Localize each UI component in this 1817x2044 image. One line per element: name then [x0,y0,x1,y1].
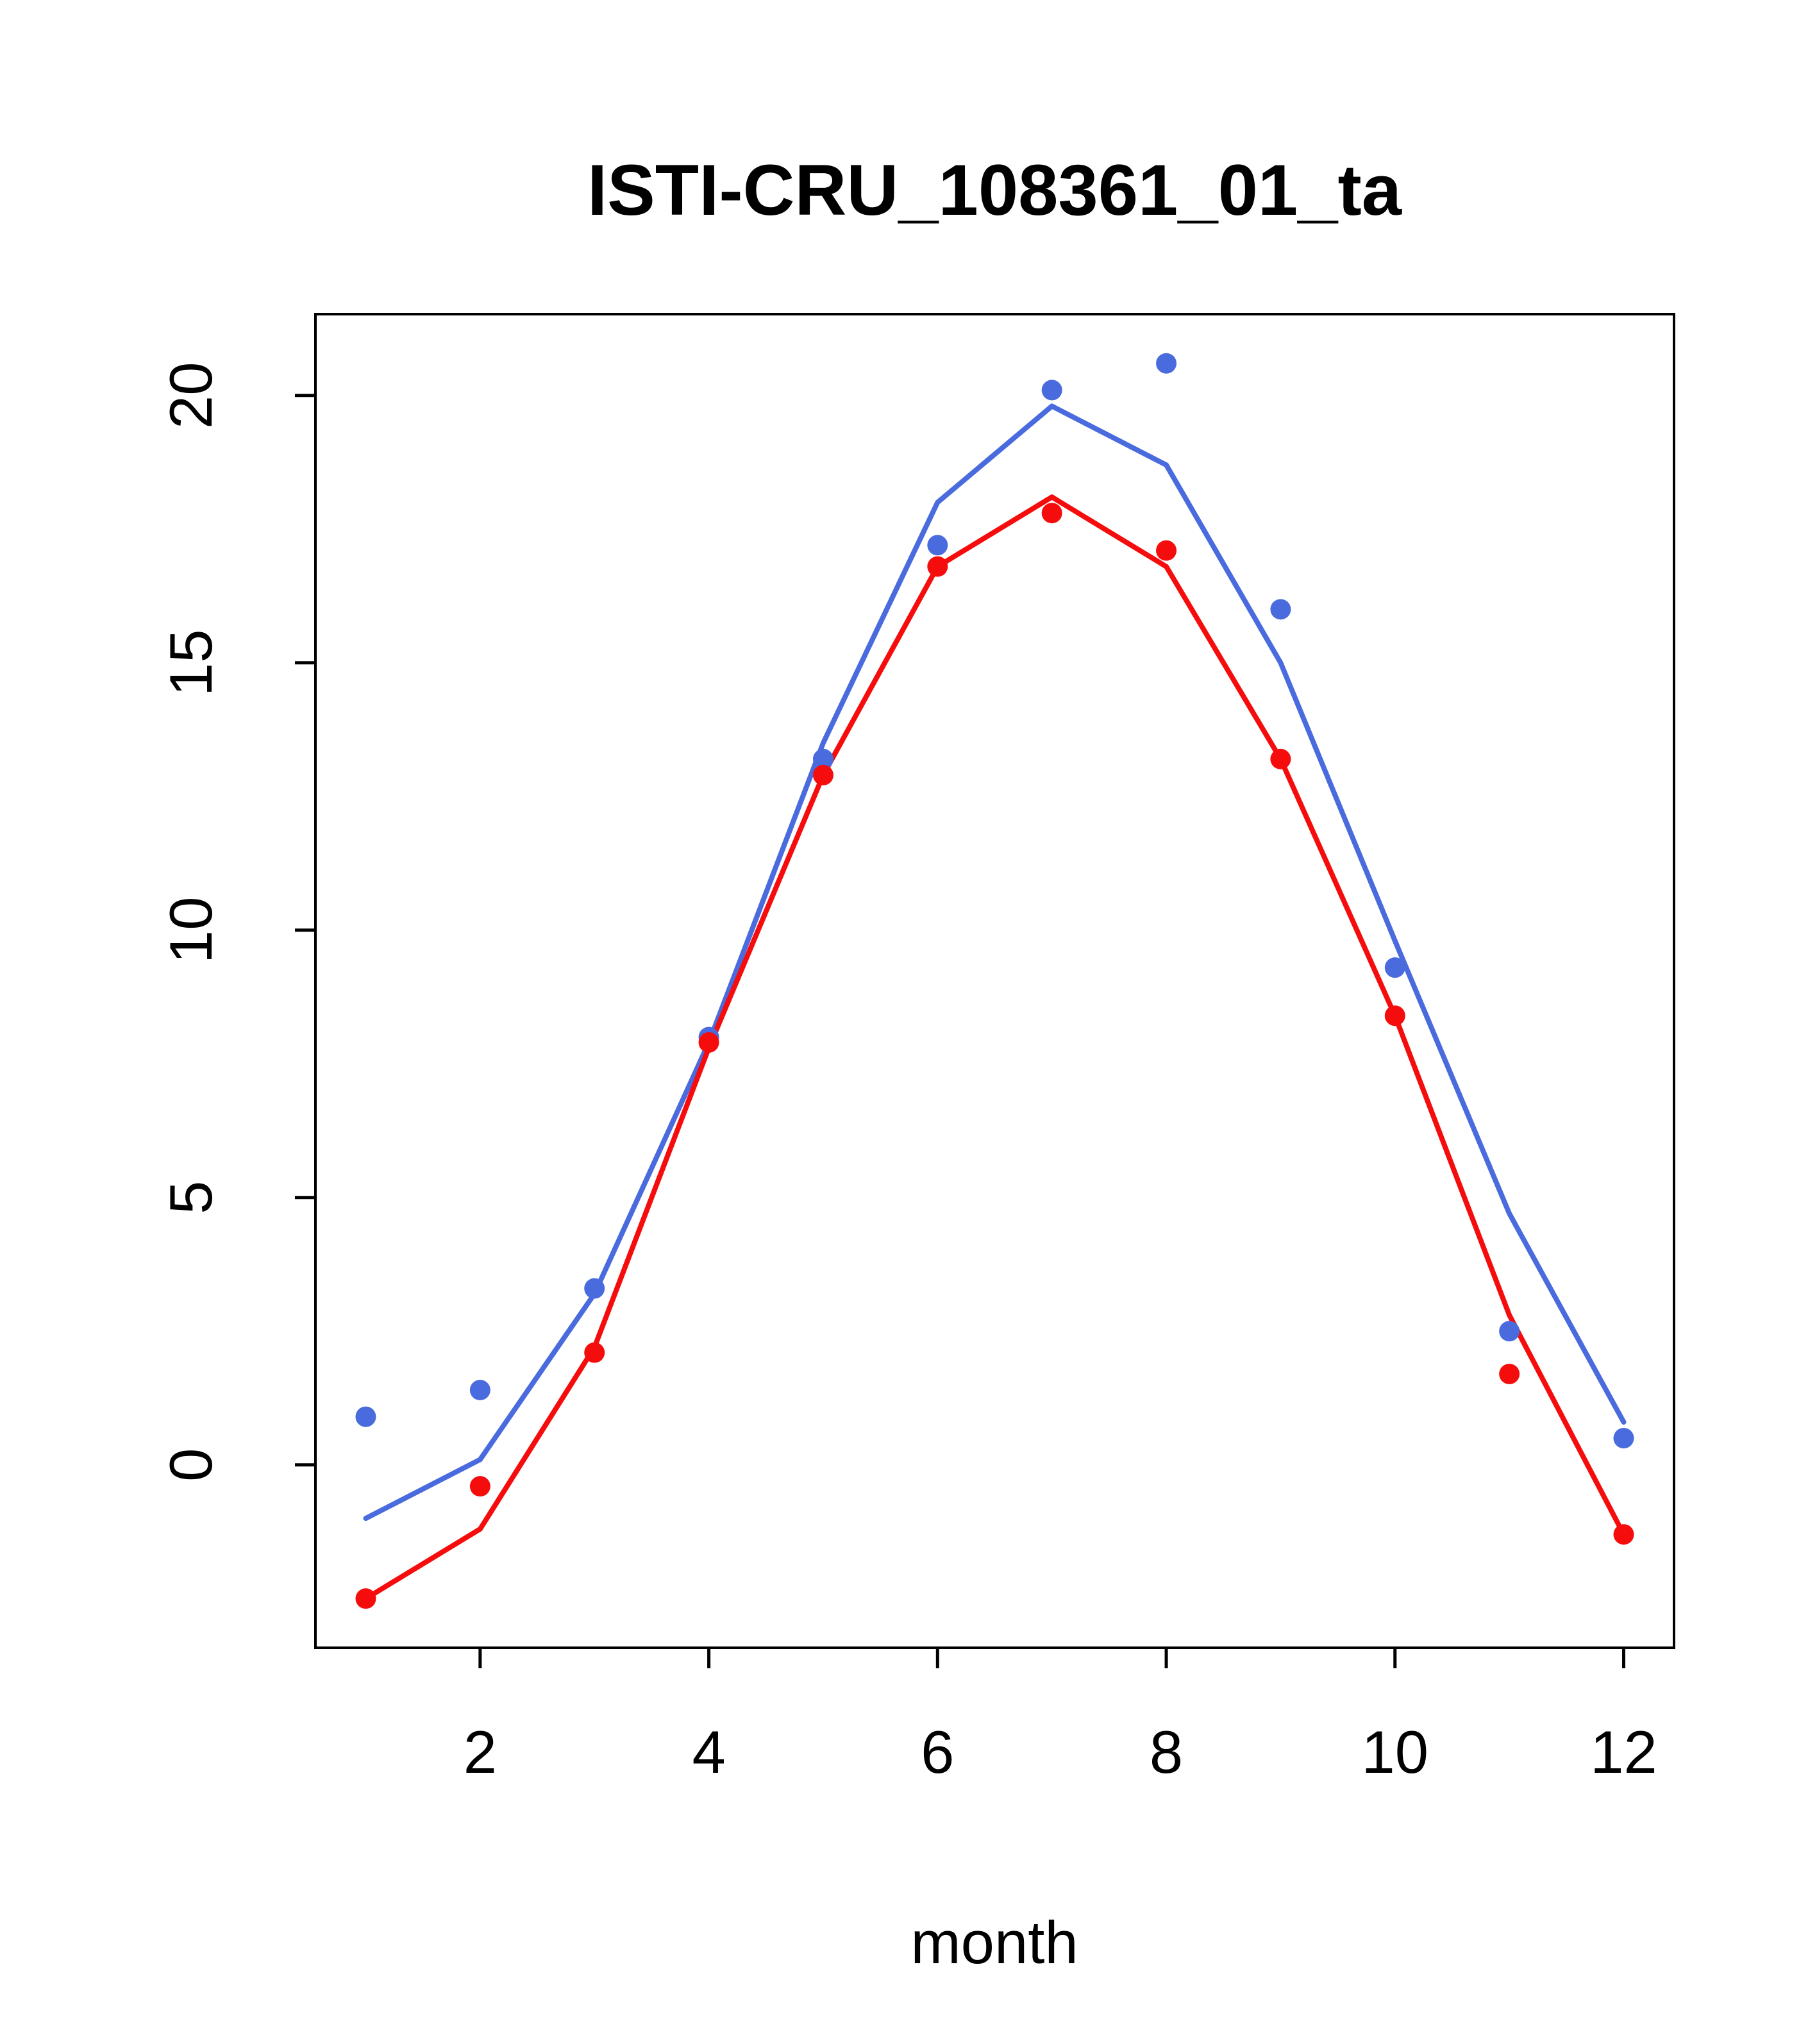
data-point-red-points [927,556,948,577]
data-point-blue-points [355,1406,376,1427]
x-tick-label: 12 [1590,1718,1657,1786]
axes-layer: 2 4 6 8 10 12 0 5 10 15 20 [157,362,1657,1786]
y-tick-label: 15 [157,629,224,696]
data-point-red-points [1270,748,1291,769]
data-point-blue-points [1156,353,1177,374]
data-point-red-points [1156,540,1177,561]
data-point-blue-points [927,535,948,556]
x-tick-label: 6 [921,1718,954,1786]
data-point-red-points [1041,503,1062,524]
data-point-blue-points [1499,1321,1520,1342]
data-point-red-points [698,1032,719,1053]
x-tick-label: 4 [692,1718,725,1786]
data-point-red-points [469,1476,490,1497]
data-point-red-points [1384,1005,1405,1026]
data-point-blue-points [469,1380,490,1401]
plot-border [314,313,1675,1649]
x-axis-label: month [910,1909,1078,1976]
data-point-red-points [1613,1524,1634,1545]
data-point-blue-points [1384,957,1405,978]
x-tick-label: 8 [1150,1718,1183,1786]
data-point-red-points [584,1342,605,1363]
data-point-blue-points [1041,380,1062,401]
y-tick-label: 20 [157,362,224,429]
data-point-blue-points [1270,599,1291,620]
series-layer [355,353,1634,1609]
y-tick-label: 5 [157,1181,224,1214]
data-point-red-points [355,1588,376,1609]
data-point-red-points [1499,1363,1520,1384]
x-tick-label: 2 [464,1718,497,1786]
y-tick-label: 10 [157,896,224,964]
data-point-blue-points [584,1278,605,1299]
data-point-red-points [812,764,833,785]
data-point-blue-points [812,748,833,769]
x-tick-label: 10 [1362,1718,1429,1786]
data-point-blue-points [1613,1428,1634,1449]
series-blue-line [363,403,1627,1521]
y-tick-label: 0 [157,1448,224,1482]
series-red-line [363,494,1627,1602]
chart-title: ISTI-CRU_108361_01_ta [587,150,1402,230]
